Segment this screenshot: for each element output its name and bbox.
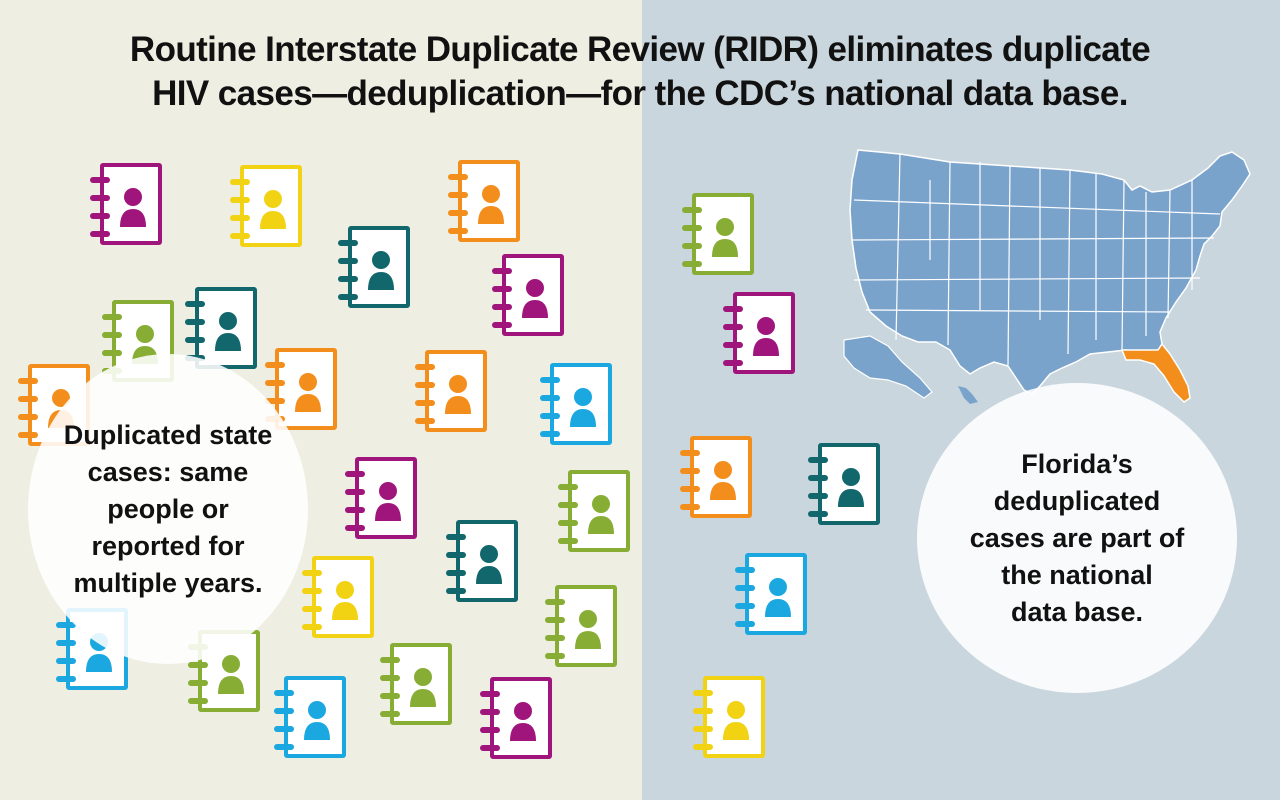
deduplicated-cases-line-2: deduplicated [993,485,1161,516]
alaska-shape [843,335,933,399]
person-icon [213,309,243,351]
person-icon [476,182,506,224]
case-file-icon [230,165,302,247]
person-icon [721,698,751,740]
duplicated-cases-line-3: people or [107,493,229,524]
duplicated-cases-line-4: reported for [91,530,245,561]
contiguous-us-shape [849,149,1251,395]
duplicated-cases-text: Duplicated state cases: same people or r… [64,417,273,602]
deduplicated-cases-line-4: the national [1001,559,1153,590]
case-file-icon [492,254,564,336]
person-icon [443,372,473,414]
case-file-icon [338,226,410,308]
case-file-icon [274,676,346,758]
person-icon [293,370,323,412]
person-icon [520,276,550,318]
deduplicated-cases-line-1: Florida’s [1021,448,1133,479]
duplicated-cases-bubble: Duplicated state cases: same people or r… [28,354,308,664]
case-file-icon [680,436,752,518]
case-file-icon [265,348,337,430]
person-icon [708,458,738,500]
person-icon [508,699,538,741]
case-file-icon [558,470,630,552]
case-file-icon [693,676,765,758]
person-icon [118,185,148,227]
person-icon [751,314,781,356]
person-icon [258,187,288,229]
national-database-panel [642,0,1280,800]
case-file-icon [380,643,452,725]
person-icon [330,578,360,620]
person-icon [568,385,598,427]
duplicated-cases-line-2: cases: same [87,456,249,487]
case-file-icon [345,457,417,539]
person-icon [710,215,740,257]
state-borders [851,153,1221,366]
person-icon [373,479,403,521]
deduplicated-cases-bubble: Florida’s deduplicated cases are part of… [917,383,1237,693]
deduplicated-cases-line-3: cases are part of [969,522,1185,553]
infographic-title: Routine Interstate Duplicate Review (RID… [0,28,1280,116]
case-file-icon [808,443,880,525]
case-file-icon [90,163,162,245]
person-icon [763,575,793,617]
title-line-1: Routine Interstate Duplicate Review (RID… [129,30,1151,69]
case-file-icon [446,520,518,602]
hawaii-shape [958,386,978,404]
case-file-icon [545,585,617,667]
duplicated-cases-line-1: Duplicated state [63,419,273,450]
us-map-icon [843,149,1251,404]
title-line-2: HIV cases—deduplication—for the CDC’s na… [152,74,1128,113]
person-icon [366,248,396,290]
case-file-icon [540,363,612,445]
florida-shape [1120,342,1191,403]
case-file-icon [682,193,754,275]
case-file-icon [448,160,520,242]
case-file-icon [480,677,552,759]
case-file-icon [723,292,795,374]
case-file-icon [302,556,374,638]
person-icon [216,652,246,694]
person-icon [474,542,504,584]
person-icon [408,665,438,707]
deduplicated-cases-line-5: data base. [1010,596,1144,627]
case-file-icon [185,287,257,369]
duplicated-cases-line-5: multiple years. [73,567,263,598]
person-icon [586,492,616,534]
person-icon [573,607,603,649]
person-icon [836,465,866,507]
case-file-icon [735,553,807,635]
case-file-icon [415,350,487,432]
deduplicated-cases-text: Florida’s deduplicated cases are part of… [970,446,1185,631]
person-icon [302,698,332,740]
